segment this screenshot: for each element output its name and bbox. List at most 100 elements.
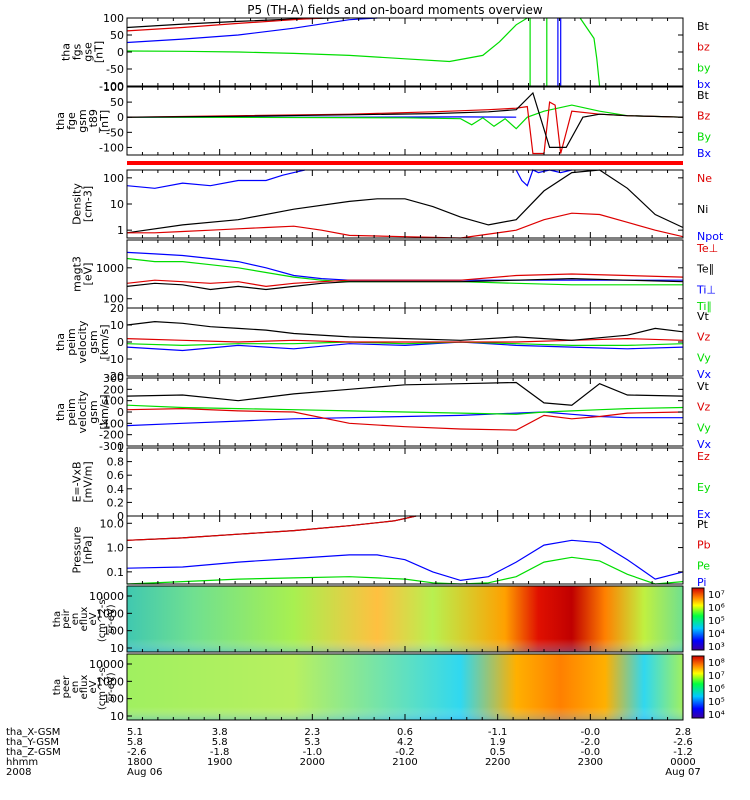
ephemeris-value: 0000 [670, 757, 695, 768]
ephemeris-value: -0.2 [395, 747, 415, 758]
y-axis-label-line: Pressure [71, 526, 84, 573]
ephemeris-label: tha_Z-GSM [6, 747, 61, 758]
series-line-blue-2 [126, 539, 684, 582]
y-tick-label: 0 [117, 336, 124, 349]
series-line-blue-0 [126, 251, 683, 281]
ephemeris-row: hhmm 1800 1900 2000 2100 2200 2300 0000 [6, 757, 696, 768]
y-axis-label-line: peir [61, 608, 72, 628]
series-line-green-1 [126, 404, 684, 415]
figure-title: P5 (TH-A) fields and on-board moments ov… [247, 3, 543, 17]
y-axis-label-line: magt3 [71, 256, 84, 292]
panel-frame [126, 86, 684, 156]
y-axis-label-line: gsm [87, 330, 100, 353]
y-tick-label: 100 [103, 693, 124, 706]
y-tick-label: 1 [117, 224, 124, 237]
y-axis-label-line: tha [52, 611, 63, 627]
colorbar [691, 587, 705, 651]
y-tick-label: 10 [110, 319, 124, 332]
series-line-green-1 [126, 257, 683, 286]
y-axis-label-line: eflux [79, 607, 90, 632]
y-axis-label-line: gsm [76, 109, 89, 132]
y-tick-label: 100 [103, 12, 124, 25]
y-tick-label: 0.1 [107, 566, 125, 579]
y-axis-label-line: [nT] [93, 41, 106, 63]
y-axis-label-line: (cm^2-s- [97, 595, 108, 642]
series-line-red-2 [126, 337, 684, 343]
y-axis-label-line: velocity [76, 390, 89, 433]
legend-entry: Ex [697, 508, 711, 521]
y-tick-label: 10 [110, 642, 124, 655]
legend-entry: Vx [697, 438, 712, 451]
series-line-red-2 [126, 273, 684, 288]
ephemeris-label: tha_Y-GSM [6, 737, 59, 748]
series-line-green-6 [579, 17, 601, 87]
ephemeris-label: 2008 [6, 767, 31, 778]
y-tick-label: 50 [110, 96, 124, 109]
colorbar-label: 10⁵ [708, 616, 725, 627]
ephemeris-label: tha_X-GSM [6, 727, 60, 738]
ephemeris-value: -2.6 [673, 737, 693, 748]
legend: Vt Vz Vy Vx [697, 380, 712, 451]
y-axis-label-line: velocity [76, 320, 89, 363]
legend-entry: bz [697, 41, 710, 54]
legend: Bt Bz By Bx [697, 89, 712, 160]
ephemeris-row: tha_Z-GSM -2.6 -1.8 -1.0 -0.2 0.5 -0.0 -1.2 [6, 747, 693, 758]
legend-entry: Bt [697, 89, 710, 102]
y-axis-label-line: eV [88, 680, 99, 693]
y-tick-label: 10000 [89, 590, 124, 603]
y-axis-label: Density[cm-3] [71, 183, 95, 225]
y-tick-label: -100 [99, 80, 124, 93]
y-tick-label: 100 [103, 293, 124, 306]
legend-entry: Ni [697, 203, 708, 216]
y-tick-label: 10 [110, 710, 124, 723]
legend-entry: Pe [697, 559, 710, 572]
y-tick-label: 10000 [89, 658, 124, 671]
y-axis-label-line: peim [65, 398, 78, 426]
ephemeris-value: 5.8 [127, 737, 143, 748]
colorbar-label: 10⁵ [708, 697, 725, 708]
ephemeris-value: -1.0 [303, 747, 323, 758]
y-axis-label-line: gsm [87, 400, 100, 423]
y-tick-label: 0.2 [107, 496, 125, 509]
separator-bar [127, 161, 683, 165]
series-line-black-3 [126, 320, 684, 341]
legend-entry: Pi [697, 576, 706, 589]
panel-density: 100 10 1 Density[cm-3] Ne Ni Npot [71, 169, 724, 243]
legend: Ne Ni Npot [697, 172, 724, 243]
y-tick-label: 100 [103, 395, 124, 408]
y-tick-label: 20 [110, 302, 124, 315]
y-tick-label: -10 [106, 353, 124, 366]
series-line-black-3 [126, 277, 684, 291]
panel-frame [126, 239, 684, 309]
y-tick-label: 50 [110, 29, 124, 42]
y-tick-label: 100 [103, 172, 124, 185]
y-axis-label-line: peim [65, 328, 78, 356]
colorbar-label: 10⁷ [708, 671, 725, 682]
series-group [126, 91, 684, 155]
legend-entry: by [697, 61, 711, 74]
y-tick-label: 100 [103, 81, 124, 94]
y-tick-label: -100 [99, 141, 124, 154]
legend: Ez Ey Ex [697, 450, 711, 521]
y-axis-label-line: fgs [71, 43, 84, 60]
y-axis-label-line: tha [52, 679, 63, 695]
colorbar-label: 10⁶ [708, 684, 725, 695]
colorbar-label: 10⁴ [708, 710, 725, 721]
y-tick-label: 0 [117, 510, 124, 523]
panel-frame [126, 515, 684, 585]
y-axis-label-line: E=-VxB [71, 461, 84, 502]
y-tick-label: 0.6 [107, 469, 125, 482]
y-tick-label: 0.4 [107, 483, 125, 496]
y-tick-label: 1000 [96, 607, 124, 620]
legend-entry: Vx [697, 368, 712, 381]
y-tick-label: 0 [117, 111, 124, 124]
legend-entry: Ne [697, 172, 712, 185]
legend: Bt bz by bx [697, 20, 711, 91]
